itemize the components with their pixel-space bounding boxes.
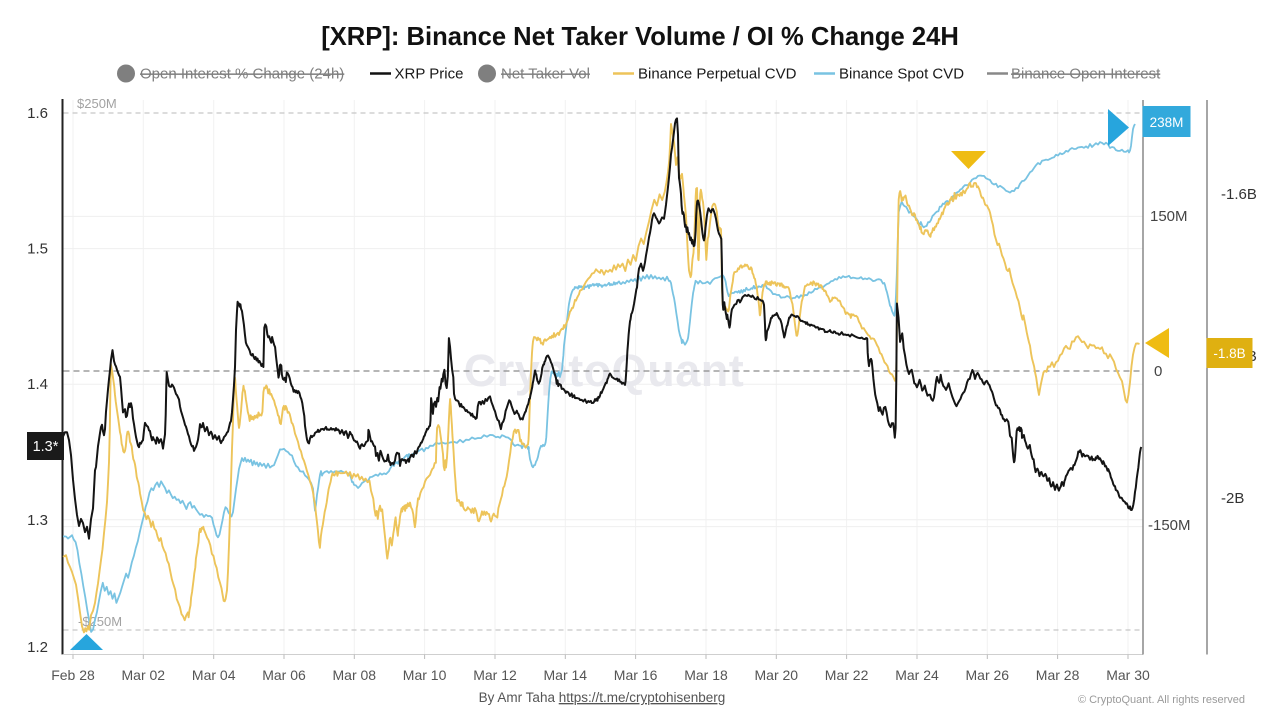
svg-text:-1.6B: -1.6B [1221,186,1257,203]
svg-text:Feb 28: Feb 28 [51,667,95,683]
svg-text:Mar 16: Mar 16 [614,667,658,683]
svg-text:Mar 26: Mar 26 [966,667,1010,683]
svg-text:150M: 150M [1150,208,1188,225]
svg-text:Mar 14: Mar 14 [544,667,588,683]
svg-text:Open Interest % Change (24h): Open Interest % Change (24h) [140,66,344,83]
svg-text:Mar 12: Mar 12 [473,667,517,683]
svg-text:-150M: -150M [1148,517,1191,534]
svg-text:-$250M: -$250M [78,614,122,629]
svg-text:Net Taker Vol: Net Taker Vol [501,66,590,83]
svg-text:Mar 02: Mar 02 [122,667,166,683]
svg-text:Mar 18: Mar 18 [684,667,728,683]
svg-text:Mar 30: Mar 30 [1106,667,1150,683]
svg-text:Binance Spot CVD: Binance Spot CVD [839,66,964,83]
svg-text:XRP Price: XRP Price [395,66,464,83]
svg-text:Mar 28: Mar 28 [1036,667,1080,683]
svg-text:By Amr Taha https://t.me/crypt: By Amr Taha https://t.me/cryptohisenberg [479,690,726,705]
svg-text:Mar 10: Mar 10 [403,667,447,683]
svg-text:Binance Open Interest: Binance Open Interest [1011,66,1161,83]
svg-text:238M: 238M [1150,115,1184,130]
svg-text:$250M: $250M [77,96,117,111]
svg-text:Mar 06: Mar 06 [262,667,306,683]
svg-text:Mar 04: Mar 04 [192,667,236,683]
svg-text:1.5: 1.5 [27,241,48,258]
svg-text:1.2: 1.2 [27,639,48,656]
svg-text:Mar 22: Mar 22 [825,667,869,683]
svg-text:0: 0 [1154,363,1162,380]
svg-text:Mar 08: Mar 08 [333,667,377,683]
svg-text:Binance Perpetual CVD: Binance Perpetual CVD [638,66,797,83]
svg-text:1.6: 1.6 [27,105,48,122]
svg-text:1.3: 1.3 [27,512,48,529]
svg-text:[XRP]: Binance Net Taker Volum: [XRP]: Binance Net Taker Volume / OI % C… [321,23,959,51]
svg-text:© CryptoQuant. All rights rese: © CryptoQuant. All rights reserved [1078,694,1245,706]
svg-text:1.4: 1.4 [27,376,48,393]
svg-text:-2B: -2B [1221,490,1244,507]
svg-text:-1.8B: -1.8B [1213,346,1245,361]
svg-text:1.3*: 1.3* [33,439,59,455]
svg-text:Mar 20: Mar 20 [755,667,799,683]
svg-text:Mar 24: Mar 24 [895,667,939,683]
